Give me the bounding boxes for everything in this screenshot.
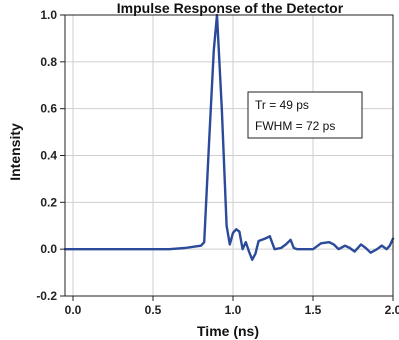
- impulse-response-line: [63, 13, 395, 261]
- x-tick-label: 2.0: [385, 303, 399, 317]
- x-tick-label: 0.0: [65, 303, 82, 317]
- plot-area: [63, 13, 395, 261]
- grid: [65, 14, 394, 297]
- y-tick-label: 0.0: [40, 242, 57, 256]
- y-axis-title: Intensity: [7, 123, 23, 181]
- y-tick-label: 1.0: [40, 8, 57, 22]
- annotation-box: Tr = 49 ps FWHM = 72 ps: [247, 91, 363, 139]
- chart-title: Impulse Response of the Detector: [117, 0, 344, 16]
- x-axis-title: Time (ns): [197, 323, 259, 339]
- x-axis-ticks: 0.0 0.5 1.0 1.5 2.0: [65, 296, 399, 317]
- y-tick-label: -0.2: [36, 289, 57, 303]
- y-tick-label: 0.6: [40, 102, 57, 116]
- y-tick-label: 0.8: [40, 55, 57, 69]
- y-axis-ticks: -0.2 0.0 0.2 0.4 0.6 0.8 1.0: [36, 8, 65, 303]
- annotation-rise-time: Tr = 49 ps: [255, 98, 309, 112]
- x-tick-label: 1.0: [225, 303, 242, 317]
- plot-frame: [64, 14, 394, 297]
- y-tick-label: 0.2: [40, 195, 57, 209]
- annotation-fwhm: FWHM = 72 ps: [255, 119, 335, 133]
- annotation-frame: [247, 91, 363, 139]
- x-tick-label: 1.5: [305, 303, 322, 317]
- x-tick-label: 0.5: [145, 303, 162, 317]
- y-tick-label: 0.4: [40, 149, 57, 163]
